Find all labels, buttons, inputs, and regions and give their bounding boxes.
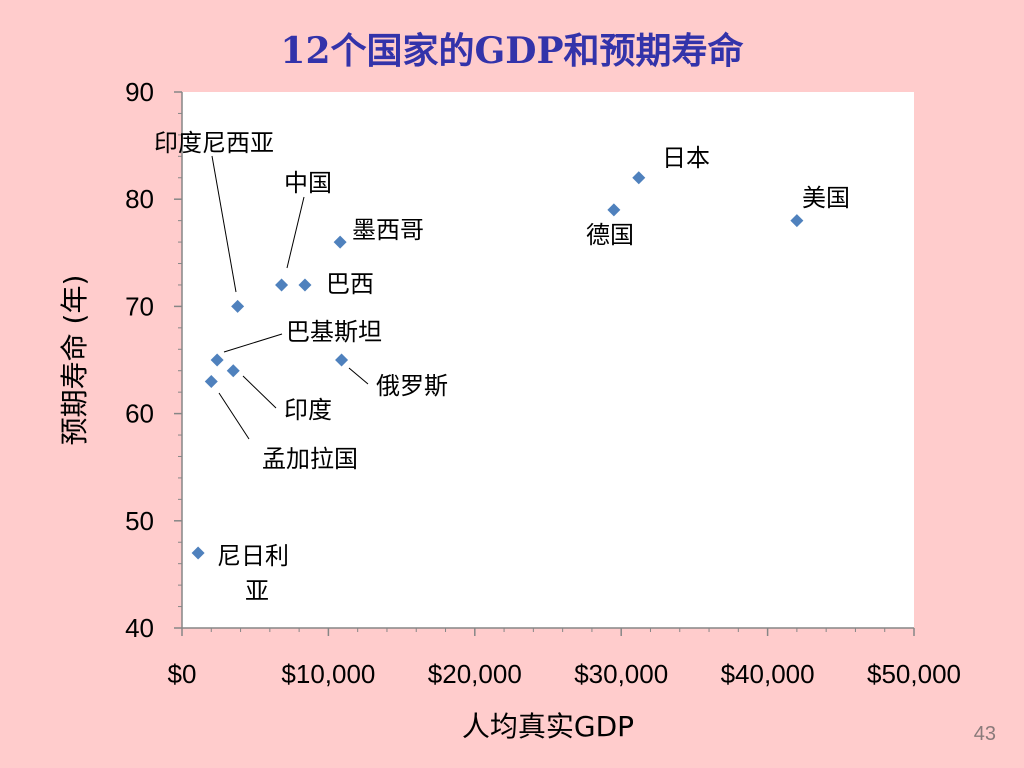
point-label: 亚 bbox=[245, 577, 269, 605]
leader-lines bbox=[211, 155, 369, 440]
x-axis-title: 人均真实GDP bbox=[462, 710, 634, 743]
plot-area bbox=[182, 92, 914, 628]
data-point-marker bbox=[231, 299, 245, 313]
leader-line bbox=[211, 155, 237, 293]
point-label: 孟加拉国 bbox=[262, 445, 358, 473]
x-tick-label: $10,000 bbox=[281, 659, 375, 689]
data-point-marker bbox=[226, 364, 240, 378]
point-label: 墨西哥 bbox=[352, 216, 424, 244]
data-point-marker bbox=[204, 374, 218, 388]
leader-line bbox=[242, 375, 277, 409]
point-label: 俄罗斯 bbox=[376, 372, 448, 400]
y-tick-label: 60 bbox=[125, 399, 154, 429]
data-point-marker bbox=[335, 353, 349, 367]
slide-title: 12个国家的GDP和预期寿命 bbox=[280, 30, 744, 72]
point-label: 日本 bbox=[662, 144, 710, 172]
data-point-marker bbox=[790, 214, 804, 228]
y-axis-title: 预期寿命 (年) bbox=[58, 275, 91, 446]
y-tick-label: 50 bbox=[125, 506, 154, 536]
data-point-marker bbox=[632, 171, 646, 185]
data-point-marker bbox=[607, 203, 621, 217]
leader-line bbox=[348, 367, 369, 385]
data-point-marker bbox=[191, 546, 205, 560]
leader-line bbox=[223, 333, 283, 353]
axes bbox=[181, 92, 914, 629]
point-label: 巴西 bbox=[326, 270, 374, 298]
y-tick-label: 70 bbox=[125, 291, 154, 321]
data-point-marker bbox=[275, 278, 289, 292]
y-tick-label: 90 bbox=[125, 77, 154, 107]
y-tick-label: 80 bbox=[125, 184, 154, 214]
y-tick-label: 40 bbox=[125, 613, 154, 643]
data-points bbox=[191, 171, 804, 560]
data-point-marker bbox=[210, 353, 224, 367]
x-tick-label: $40,000 bbox=[721, 659, 815, 689]
point-label: 德国 bbox=[586, 221, 634, 249]
point-label: 尼日利 bbox=[217, 542, 289, 570]
page-number: 43 bbox=[973, 723, 996, 745]
x-tick-label: $30,000 bbox=[574, 659, 668, 689]
x-tick-label: $0 bbox=[168, 659, 197, 689]
x-tick-label: $50,000 bbox=[867, 659, 961, 689]
point-label: 印度尼西亚 bbox=[154, 129, 274, 157]
point-label: 中国 bbox=[284, 169, 332, 197]
point-label: 巴基斯坦 bbox=[286, 318, 382, 346]
leader-line bbox=[286, 196, 305, 269]
point-label: 印度 bbox=[284, 396, 332, 424]
data-point-marker bbox=[298, 278, 312, 292]
x-tick-label: $20,000 bbox=[428, 659, 522, 689]
data-point-marker bbox=[333, 235, 347, 249]
ticks: 40 50 60 70 80 90 $0 $10,000 $20,000 $30,000 $40,0… bbox=[125, 77, 961, 689]
point-label: 美国 bbox=[802, 184, 850, 212]
leader-line bbox=[218, 392, 250, 440]
